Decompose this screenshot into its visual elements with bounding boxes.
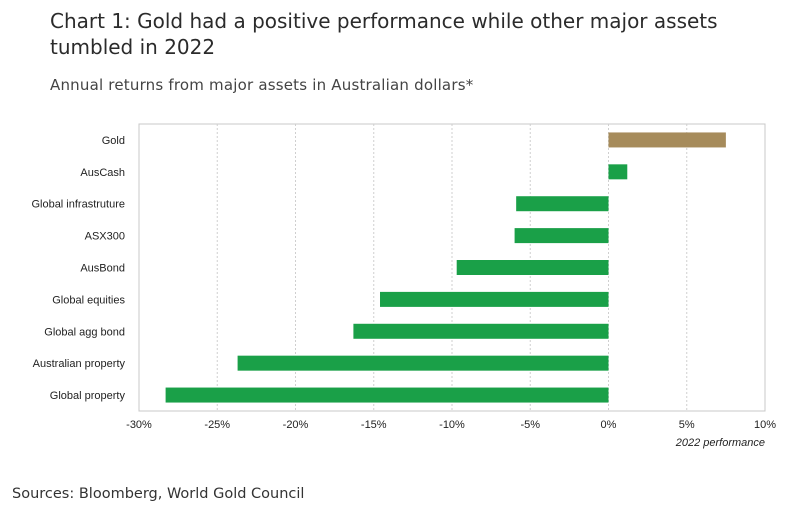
bar-australian-property xyxy=(237,355,609,371)
x-tick-label: -20% xyxy=(283,419,309,431)
x-tick-label: 10% xyxy=(754,419,776,431)
bar-chart: Gold AusCash Global infrastruture ASX300 Aus… xyxy=(31,123,776,449)
bar-auscash xyxy=(608,164,628,180)
chart-title: Chart 1: Gold had a positive performance… xyxy=(50,9,718,59)
bar-ausbond xyxy=(456,260,609,275)
bar-global-agg-bond xyxy=(353,323,609,339)
category-label: AusBond xyxy=(80,263,125,275)
category-label: Global infrastruture xyxy=(31,199,125,211)
bar-global-equities xyxy=(380,291,609,307)
bars xyxy=(165,132,726,403)
bar-asx300 xyxy=(514,228,609,244)
x-tick-label: -25% xyxy=(204,419,230,431)
tick-labels: -30% -25% -20% -15% -10% -5% 0% 5% 10% xyxy=(126,419,776,431)
category-label: Global agg bond xyxy=(44,326,125,338)
category-label: Australian property xyxy=(33,358,126,370)
bar-global-property xyxy=(165,387,609,403)
bar-global-infrastruture xyxy=(516,196,609,212)
bar-gold xyxy=(608,132,726,148)
x-tick-label: -30% xyxy=(126,419,152,431)
x-tick-label: 0% xyxy=(601,419,617,431)
category-label: AusCash xyxy=(80,167,125,179)
category-label: Global equities xyxy=(52,294,125,306)
x-tick-label: -10% xyxy=(439,419,465,431)
category-labels: Gold AusCash Global infrastruture ASX300 Aus… xyxy=(31,135,125,402)
x-axis-label: 2022 performance xyxy=(675,437,765,449)
chart-subtitle: Annual returns from major assets in Aust… xyxy=(50,76,474,94)
category-label: Global property xyxy=(50,390,126,402)
x-tick-label: -15% xyxy=(361,419,387,431)
category-label: Gold xyxy=(102,135,125,147)
source-note: Sources: Bloomberg, World Gold Council xyxy=(12,486,305,502)
x-tick-label: 5% xyxy=(679,419,695,431)
category-label: ASX300 xyxy=(85,231,125,243)
x-tick-label: -5% xyxy=(520,419,540,431)
